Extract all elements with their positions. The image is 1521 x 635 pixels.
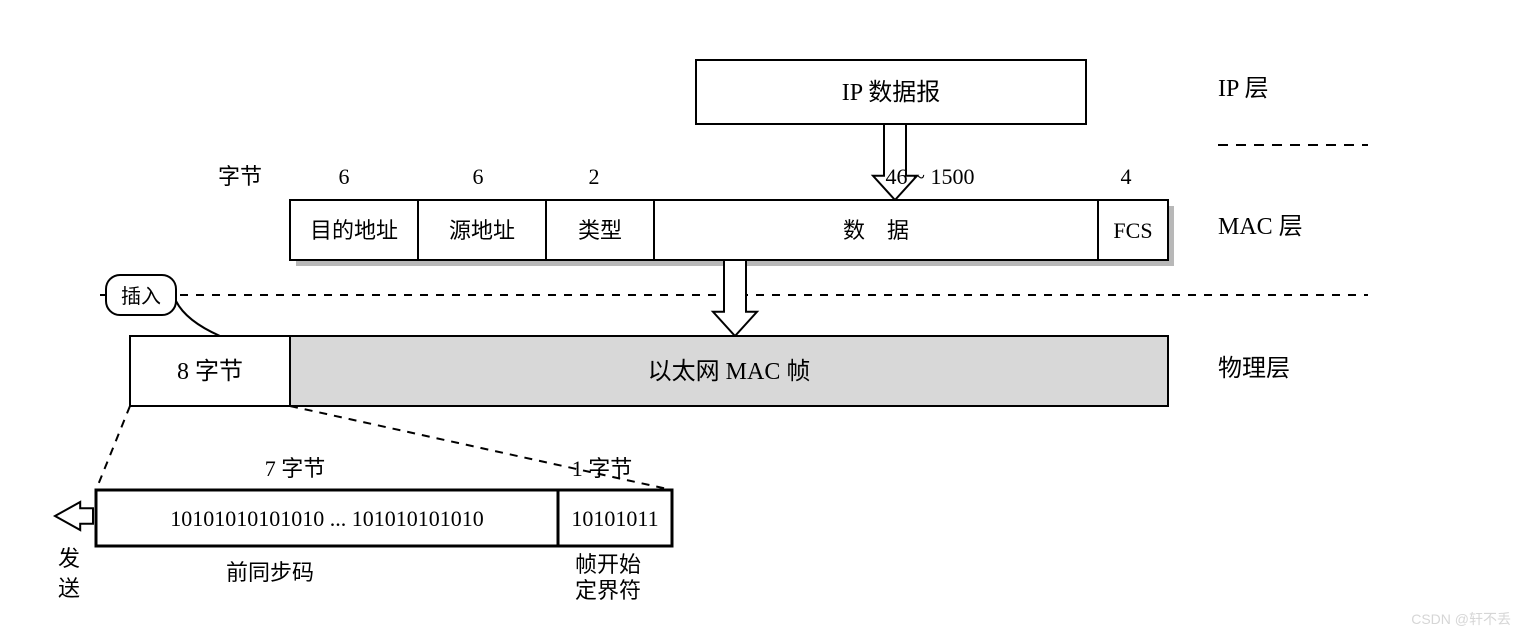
sfd-label-2: 定界符 [575,578,641,603]
phys-cell-label: 8 字节 [177,358,243,385]
arrow-left [55,502,93,530]
ip-layer-label: IP 层 [1218,76,1268,102]
seven-byte-label: 7 字节 [265,456,326,481]
mac-cell-label: FCS [1113,218,1152,243]
send-label-1: 发 [58,546,80,571]
preamble-bits: 10101010101010 ... 101010101010 [170,506,484,531]
byte-count: 6 [339,164,350,189]
insert-tail [176,301,220,336]
watermark: CSDN @轩不丢 [1411,609,1511,629]
ip-datagram-label: IP 数据报 [842,79,940,106]
mac-layer-label: MAC 层 [1218,214,1303,240]
byte-count: 6 [473,164,484,189]
byte-count: 4 [1121,164,1132,189]
insert-label: 插入 [121,285,161,308]
sfd-label-1: 帧开始 [575,552,641,577]
mac-cell-label: 源地址 [449,218,515,243]
preamble-label: 前同步码 [226,560,314,585]
arrow-down [713,260,757,336]
mac-cell-label: 类型 [578,218,622,243]
one-byte-label: 1 字节 [572,456,633,481]
phys-cell-label: 以太网 MAC 帧 [648,358,811,385]
phys-layer-label: 物理层 [1218,355,1290,382]
byte-count: 46 ~ 1500 [886,164,975,189]
send-label-2: 送 [58,576,80,601]
byte-count: 2 [589,164,600,189]
byte-label: 字节 [218,164,262,189]
sfd-bits: 10101011 [571,506,658,531]
mac-cell-label: 数 据 [843,218,909,243]
mac-cell-label: 目的地址 [310,218,398,243]
